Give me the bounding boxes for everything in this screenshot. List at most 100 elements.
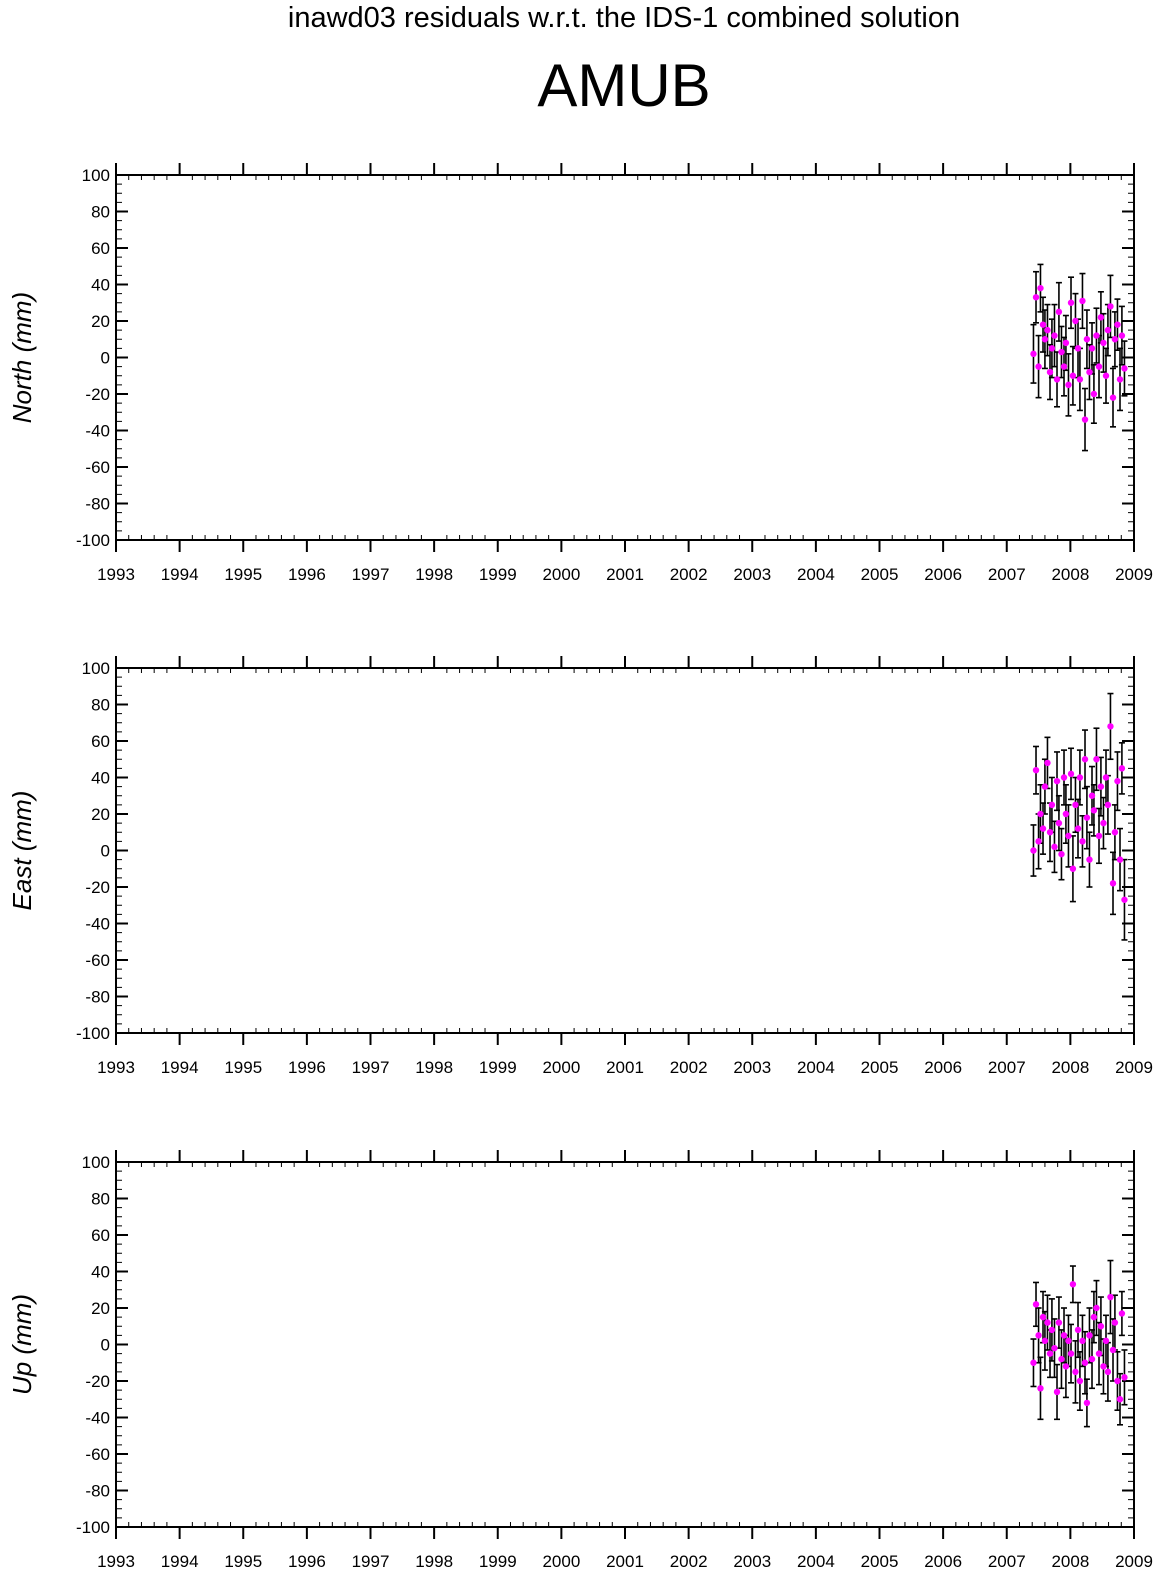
data-point [1069,1281,1077,1288]
y-axis-label: North (mm) [7,292,37,423]
y-tick-label: 80 [91,696,110,715]
chart-title: AMUB [537,52,710,119]
x-tick-label: 2003 [733,565,771,584]
y-axis-label: East (mm) [7,791,37,911]
data-point [1067,299,1075,306]
data-point [1081,756,1089,763]
data-point [1121,1374,1128,1381]
x-tick-label: 2001 [606,565,644,584]
data-point [1093,1304,1100,1312]
data-point [1039,825,1047,832]
x-tick-label: 2002 [670,1552,708,1571]
panel-1: 1993 1994 1995 1996 1997 1998 1999 2000 2001 2002… [7,163,1153,584]
data-point [1118,765,1126,772]
x-tick-label: 2008 [1051,565,1089,584]
y-tick-label: 0 [101,1336,110,1355]
panel-2: 1993 1994 1995 1996 1997 1998 1999 2000 2001 2002… [7,656,1153,1077]
plot-frame [115,174,1135,541]
data-point [1107,303,1114,310]
x-tick-label: 1994 [161,1058,199,1077]
y-tick-label: -100 [76,1518,110,1537]
data-point [1037,284,1044,292]
data-point [1097,314,1105,321]
data-point [1118,332,1126,339]
data-point [1060,363,1068,370]
y-tick-label: 100 [82,659,110,678]
y-tick-label: 60 [91,1226,110,1245]
data-point [1095,1350,1103,1357]
data-point [1030,847,1037,854]
data-point [1046,368,1054,376]
y-tick-label: -80 [85,988,110,1007]
x-tick-label: 2006 [924,1058,962,1077]
data-point [1083,1399,1091,1407]
x-tick-label: 2008 [1051,1058,1089,1077]
data-point [1083,814,1091,821]
data-point [1032,1301,1040,1308]
x-tick-label: 2006 [924,565,962,584]
data-point [1088,792,1096,799]
x-tick-label: 2008 [1051,1552,1089,1571]
data-point [1107,1293,1114,1301]
x-tick-label: 2000 [542,1058,580,1077]
data-point [1097,1323,1105,1330]
x-tick-label: 1995 [224,1552,262,1571]
data-point [1053,1388,1061,1396]
x-tick-label: 1999 [479,565,517,584]
y-tick-label: -60 [85,1445,110,1464]
x-tick-label: 2009 [1115,1058,1153,1077]
y-tick-label: 100 [82,166,110,185]
data-point [1104,801,1112,809]
data-point [1081,1359,1089,1366]
data-point [1111,1319,1119,1326]
data-point [1104,1368,1112,1376]
data-point [1093,756,1100,763]
x-tick-label: 2002 [670,565,708,584]
data-point [1100,1363,1107,1370]
data-point [1030,350,1037,358]
y-tick-label: -100 [76,531,110,550]
y-tick-label: 60 [91,239,110,258]
x-tick-label: 2007 [988,565,1026,584]
x-tick-label: 2003 [733,1552,771,1571]
data-point [1055,819,1063,827]
y-tick-label: -60 [85,458,110,477]
data-point [1058,850,1065,858]
data-point [1076,774,1084,781]
data-point [1114,1377,1121,1385]
data-point [1058,348,1065,356]
data-point [1044,759,1051,767]
data-point [1102,1337,1110,1345]
y-tick-label: -20 [85,878,110,897]
x-tick-label: 2001 [606,1058,644,1077]
x-tick-label: 1996 [288,565,326,584]
plot-frame [115,667,1135,1034]
data-point [1109,880,1117,887]
y-tick-label: 100 [82,1153,110,1172]
data-point [1090,1313,1098,1321]
y-axis-label: Up (mm) [7,1294,37,1395]
y-tick-label: 0 [101,842,110,861]
data-point [1081,416,1089,423]
y-tick-label: -80 [85,495,110,514]
data-point [1109,1346,1117,1354]
data-point [1114,321,1121,328]
x-tick-label: 2005 [861,1058,899,1077]
data-point [1065,832,1072,840]
x-tick-label: 2001 [606,1552,644,1571]
x-tick-label: 1999 [479,1058,517,1077]
data-point [1039,1313,1047,1321]
data-point [1055,1319,1063,1326]
data-point [1100,819,1107,827]
y-tick-label: -40 [85,1409,110,1428]
data-point [1048,345,1056,352]
data-point [1041,1337,1049,1345]
data-point [1107,723,1114,730]
data-point [1121,365,1128,372]
x-tick-label: 1998 [415,1552,453,1571]
data-point [1058,1355,1065,1363]
x-tick-label: 1995 [224,1058,262,1077]
data-point [1100,339,1107,347]
x-tick-label: 1993 [97,565,135,584]
data-point [1086,856,1093,863]
